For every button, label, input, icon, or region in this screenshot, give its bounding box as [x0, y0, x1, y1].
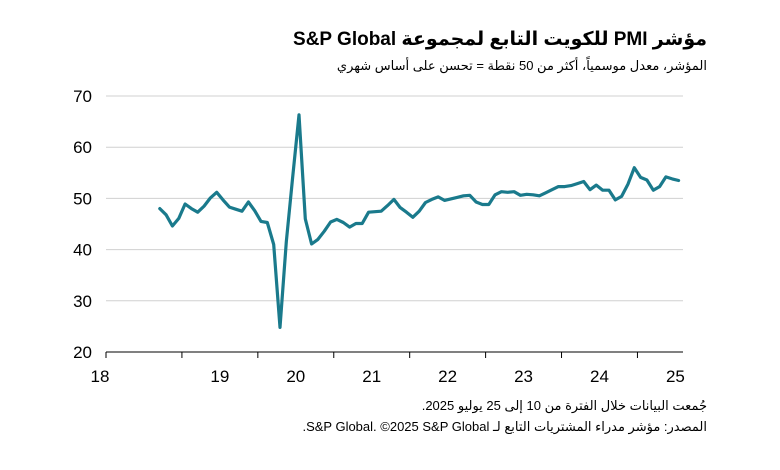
x-tick-label-18: 18 — [91, 367, 110, 386]
x-tick-label-21: 21 — [362, 367, 381, 386]
series-line-pmi — [158, 113, 681, 329]
y-tick-label-50: 50 — [73, 189, 92, 208]
y-tick-label-40: 40 — [73, 241, 92, 260]
x-tick-label-22: 22 — [438, 367, 457, 386]
y-tick-label-20: 20 — [73, 343, 92, 362]
y-tick-label-60: 60 — [73, 138, 92, 157]
x-tick-label-25: 25 — [666, 367, 685, 386]
footnote-source: المصدر: مؤشر مدراء المشتريات التابع لـ S… — [302, 419, 707, 434]
x-tick-label-24: 24 — [590, 367, 609, 386]
y-tick-label-70: 70 — [73, 87, 92, 106]
x-tick-label-23: 23 — [514, 367, 533, 386]
y-tick-label-30: 30 — [73, 292, 92, 311]
footnote-data-collection: جُمعت البيانات خلال الفترة من 10 إلى 25 … — [421, 398, 707, 413]
chart-subtitle: المؤشر، معدل موسمياً، أكثر من 50 نقطة = … — [336, 58, 707, 73]
chart-title: مؤشر PMI للكويت التابع لمجموعة S&P Globa… — [293, 29, 707, 50]
x-tick-label-19: 19 — [210, 367, 229, 386]
x-tick-label-20: 20 — [286, 367, 305, 386]
